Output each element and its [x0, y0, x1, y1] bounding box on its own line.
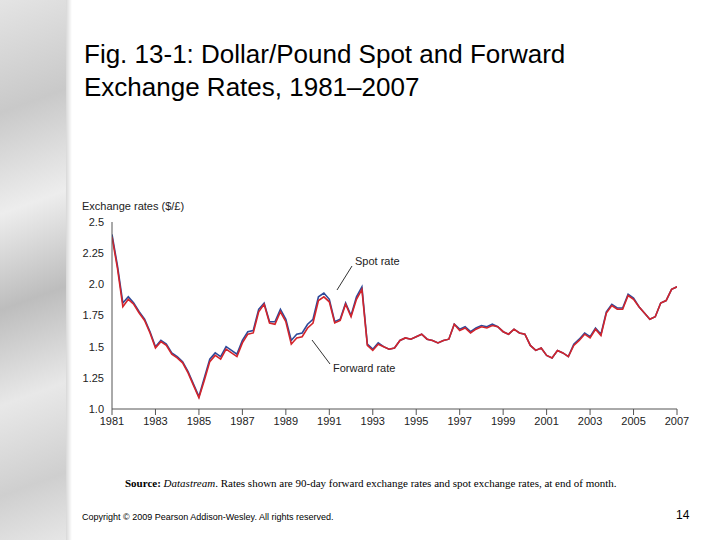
svg-text:1989: 1989	[274, 415, 298, 427]
svg-text:2005: 2005	[621, 415, 645, 427]
svg-text:1995: 1995	[404, 415, 428, 427]
svg-text:1991: 1991	[317, 415, 341, 427]
svg-text:2.0: 2.0	[89, 278, 104, 290]
svg-text:1999: 1999	[491, 415, 515, 427]
svg-text:1987: 1987	[230, 415, 254, 427]
svg-text:2003: 2003	[578, 415, 602, 427]
svg-text:1.25: 1.25	[83, 372, 104, 384]
svg-text:2.5: 2.5	[89, 216, 104, 228]
html-text:14: 14	[676, 508, 690, 522]
svg-text:2.25: 2.25	[83, 247, 104, 259]
svg-text:2007: 2007	[665, 415, 689, 427]
html-text:Forward rate: Forward rate	[333, 362, 396, 374]
svg-text:1.5: 1.5	[89, 341, 104, 353]
svg-text:1997: 1997	[447, 415, 471, 427]
svg-text:1.0: 1.0	[89, 403, 104, 415]
html-text:Spot rate: Spot rate	[355, 255, 400, 267]
html-text:Copyright © 2009 Pearson Addis: Copyright © 2009 Pearson Addison-Wesley.…	[82, 512, 334, 522]
html-text:Exchange rates ($/£): Exchange rates ($/£)	[82, 200, 185, 212]
svg-text:2001: 2001	[534, 415, 558, 427]
svg-text:1981: 1981	[100, 415, 124, 427]
svg-text:1.75: 1.75	[83, 309, 104, 321]
svg-text:1993: 1993	[361, 415, 385, 427]
svg-text:1985: 1985	[187, 415, 211, 427]
html-text:Fig. 13-1: Dollar/Pound Spot a: Fig. 13-1: Dollar/Pound Spot and Forward…	[84, 39, 566, 102]
html-text:Source: Datastream. Rates show: Source: Datastream. Rates shown are 90-d…	[125, 477, 617, 489]
svg-text:1983: 1983	[143, 415, 167, 427]
